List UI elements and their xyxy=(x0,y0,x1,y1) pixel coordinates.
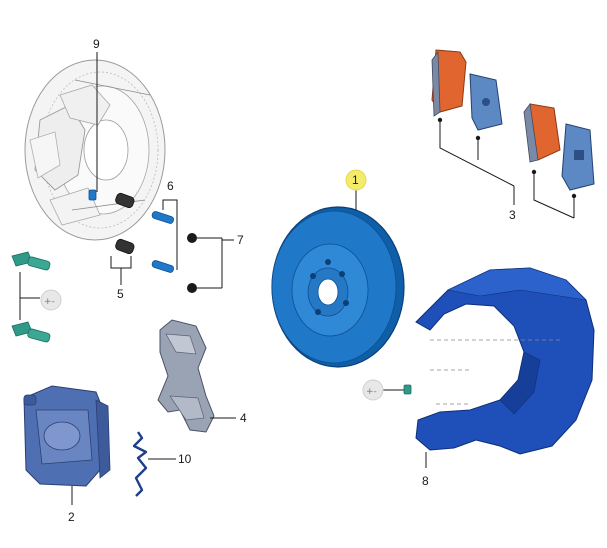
plus-minus-symbol-right: +- xyxy=(362,379,384,401)
callout-5: 5 xyxy=(117,287,124,301)
guide-pins-6 xyxy=(151,199,178,273)
brake-dust-shield xyxy=(415,267,595,468)
caliper-bolts xyxy=(11,251,51,343)
anti-rattle-spring xyxy=(132,431,176,497)
callout-9: 9 xyxy=(93,37,100,51)
callout-6: 6 xyxy=(167,179,174,193)
caliper-bracket xyxy=(157,319,236,433)
callout-3: 3 xyxy=(509,208,516,222)
guide-pin-clip xyxy=(88,52,98,201)
callout-7: 7 xyxy=(237,233,244,247)
svg-text:+-: +- xyxy=(44,297,55,307)
callout-1-badge: 1 xyxy=(345,169,367,191)
svg-text:+-: +- xyxy=(366,387,377,397)
callout-2: 2 xyxy=(68,510,75,524)
shield-screw xyxy=(382,384,412,395)
callout-4: 4 xyxy=(240,411,247,425)
brake-caliper xyxy=(23,385,111,505)
ghost-rotor-hub-assembly xyxy=(24,59,166,241)
guide-pin-caps-7 xyxy=(187,233,234,293)
callout-1: 1 xyxy=(352,173,359,187)
plus-minus-symbol-left: +- xyxy=(40,289,62,311)
brake-pads-set xyxy=(431,49,595,219)
brake-rotor xyxy=(271,190,405,368)
callout-10: 10 xyxy=(178,452,192,466)
callout-8: 8 xyxy=(422,474,429,488)
guide-pin-boots-5 xyxy=(110,192,135,285)
